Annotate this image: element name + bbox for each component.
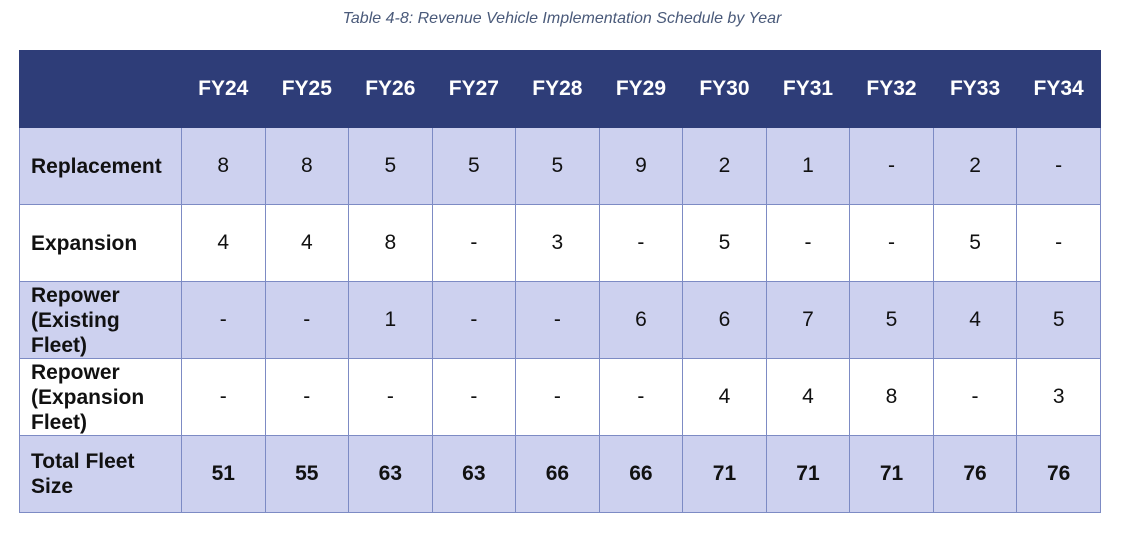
header-cell-fy34: FY34 [1016,50,1101,128]
table-cell: - [1016,127,1101,205]
header-cell-fy29: FY29 [598,50,684,128]
table-cell: - [932,358,1018,436]
table-cell: - [264,281,350,359]
table-cell: 5 [348,127,433,205]
row-label-line: Replacement [31,154,162,178]
table-cell: 6 [598,281,684,359]
table-cell: 4 [181,204,266,282]
table-cell: 4 [682,358,767,436]
table-cell: 71 [849,435,934,513]
row-label-total-fleet-size: Total Fleet Size [19,435,182,513]
table-cell: - [181,358,266,436]
table-cell: - [849,204,934,282]
table-cell: 8 [849,358,934,436]
table-cell: - [765,204,851,282]
row-label-line: Fleet) [31,333,88,357]
table-cell: 5 [431,127,517,205]
row-label-repower-existing: Repower (Existing Fleet) [19,281,182,359]
table-cell: 66 [515,435,600,513]
table-cell: - [348,358,433,436]
row-label-line: Expansion [31,231,138,255]
header-cell-fy30: FY30 [682,50,767,128]
table-cell: 63 [431,435,517,513]
table-row-repower-existing: Repower (Existing Fleet) - - 1 - - 6 6 7 5… [19,281,1101,359]
table-cell: 63 [348,435,433,513]
table-cell: 5 [932,204,1018,282]
row-label-line: Repower [31,283,120,307]
header-cell-corner [19,50,182,128]
table-cell: 3 [1016,358,1101,436]
table-cell: 5 [682,204,767,282]
table-cell: 8 [348,204,433,282]
row-label-line: (Expansion [31,385,145,409]
row-label-line: Repower [31,360,120,384]
table-cell: - [431,204,517,282]
table-cell: 2 [932,127,1018,205]
row-label-line: (Existing [31,308,120,332]
header-cell-fy28: FY28 [515,50,600,128]
table-cell: - [264,358,350,436]
table-row-replacement: Replacement 8 8 5 5 5 9 2 1 - 2 - [19,127,1101,205]
table-cell: - [598,204,684,282]
row-label-replacement: Replacement [19,127,182,205]
table-cell: 5 [849,281,934,359]
table-cell: 71 [682,435,767,513]
vehicle-schedule-table: FY24 FY25 FY26 FY27 FY28 FY29 FY30 FY31 … [19,50,1101,513]
table-row-total-fleet-size: Total Fleet Size 51 55 63 63 66 66 71 71 … [19,435,1101,513]
table-cell: 5 [1016,281,1101,359]
table-cell: 4 [264,204,350,282]
header-cell-fy25: FY25 [264,50,350,128]
table-cell: 76 [1016,435,1101,513]
table-cell: 2 [682,127,767,205]
table-cell: 5 [515,127,600,205]
table-cell: 1 [348,281,433,359]
header-cell-fy27: FY27 [431,50,517,128]
row-label-expansion: Expansion [19,204,182,282]
table-cell: - [1016,204,1101,282]
header-cell-fy32: FY32 [849,50,934,128]
table-cell: 8 [181,127,266,205]
row-label-line: Fleet) [31,410,88,434]
header-cell-fy33: FY33 [932,50,1018,128]
table-cell: - [431,358,517,436]
table-cell: 51 [181,435,266,513]
row-label-line: Total Fleet [31,450,135,473]
header-row: FY24 FY25 FY26 FY27 FY28 FY29 FY30 FY31 … [19,50,1101,128]
table-caption: Table 4-8: Revenue Vehicle Implementatio… [342,10,782,27]
table-cell: - [515,358,600,436]
table-cell: 4 [765,358,851,436]
table-cell: 1 [765,127,851,205]
table-cell: 6 [682,281,767,359]
table-cell: 66 [598,435,684,513]
table-row-repower-expansion: Repower (Expansion Fleet) - - - - - - 4 4 … [19,358,1101,436]
table-cell: 71 [765,435,851,513]
header-cell-fy31: FY31 [765,50,851,128]
header-cell-fy24: FY24 [181,50,266,128]
table-cell: 55 [264,435,350,513]
row-label-line: Size [31,475,74,498]
table-cell: - [849,127,934,205]
table-cell: 8 [264,127,350,205]
table-cell: 7 [765,281,851,359]
table-cell: - [515,281,600,359]
row-label-repower-expansion: Repower (Expansion Fleet) [19,358,182,436]
table-cell: - [598,358,684,436]
table-row-expansion: Expansion 4 4 8 - 3 - 5 - - 5 - [19,204,1101,282]
table-cell: 9 [598,127,684,205]
header-cell-fy26: FY26 [348,50,433,128]
table-cell: 4 [932,281,1018,359]
table-cell: 76 [932,435,1018,513]
table-cell: - [181,281,266,359]
table-cell: - [431,281,517,359]
table-cell: 3 [515,204,600,282]
